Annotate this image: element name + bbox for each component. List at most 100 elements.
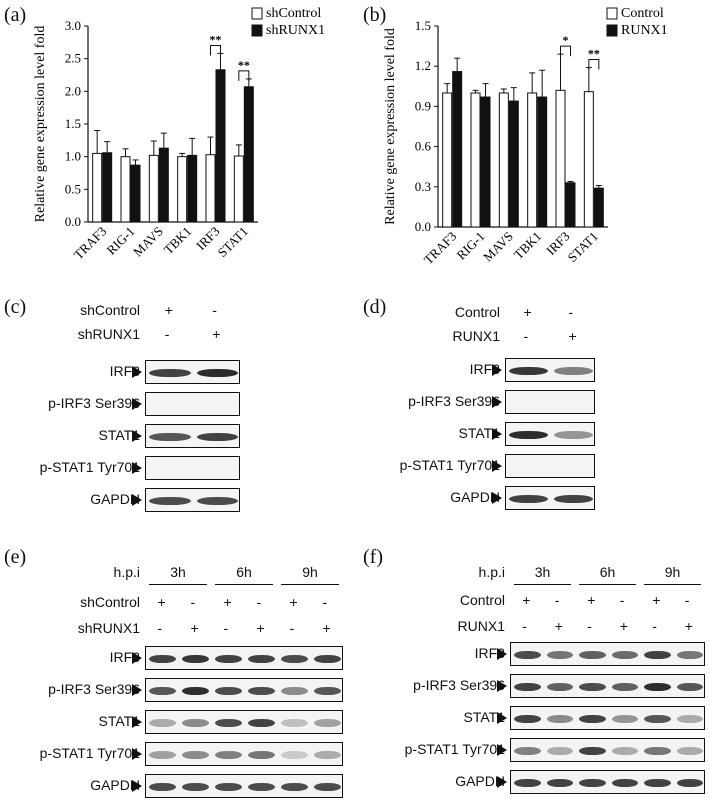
blot-row-label: STAT1: [458, 425, 501, 441]
protein-band: [314, 751, 341, 759]
minus-sign: -: [157, 620, 163, 636]
panel-label-c: (c): [4, 296, 27, 318]
time-underline: [579, 584, 636, 585]
panel-label-f: (f): [363, 546, 383, 568]
band-arrow: [497, 744, 507, 756]
protein-band: [546, 715, 573, 723]
minus-sign: -: [684, 592, 690, 608]
minus-sign: -: [212, 302, 217, 318]
bar: [555, 89, 566, 228]
panel-label-b: (b): [363, 4, 387, 26]
blot-row-label: p-IRF3 Ser396: [408, 393, 500, 409]
bar: [215, 69, 226, 223]
x-tick-label: TBK1: [161, 224, 195, 258]
plus-sign: +: [568, 328, 577, 344]
minus-sign: -: [289, 620, 295, 636]
band-arrow: [132, 780, 142, 792]
significance-bracket: [560, 45, 571, 57]
protein-band: [149, 433, 191, 441]
protein-band: [149, 687, 176, 695]
plus-sign: +: [256, 620, 265, 636]
protein-band: [182, 687, 209, 695]
plus-sign: +: [212, 326, 221, 342]
time-underline: [514, 584, 571, 585]
plus-sign: +: [619, 618, 628, 634]
protein-band: [514, 779, 541, 787]
time-label: 9h: [302, 564, 318, 580]
blot-strip: [510, 738, 705, 762]
condition-label: Control: [459, 592, 505, 608]
blot-row-label: p-IRF3 Ser396: [48, 395, 140, 411]
protein-band: [149, 751, 176, 759]
western-blot-c: shControl + - shRUNX1- + IRF3 p-IRF3 Ser396 STA…: [0, 290, 355, 530]
y-axis-label: Relative gene expression level fold: [33, 26, 48, 223]
significance-label: **: [588, 47, 600, 61]
condition-label: Control: [454, 304, 500, 320]
protein-band: [611, 779, 638, 787]
minus-sign: -: [523, 328, 529, 344]
minus-sign: -: [164, 326, 170, 342]
plus-sign: +: [157, 594, 166, 610]
blot-row-label: p-IRF3 Ser396: [48, 681, 140, 697]
blot-strip: [145, 392, 240, 416]
protein-band: [196, 369, 238, 377]
plus-sign: +: [523, 304, 532, 320]
blot-strip: [145, 646, 343, 670]
plus-sign: +: [289, 594, 298, 610]
time-label: 9h: [664, 564, 681, 580]
protein-band: [215, 719, 242, 727]
blot-row-label: GAPDH: [90, 491, 140, 507]
blot-strip: [145, 742, 343, 766]
band-arrow: [492, 364, 502, 376]
legend-label: RUNX1: [621, 23, 668, 38]
protein-band: [215, 751, 242, 759]
significance-bracket: [588, 59, 600, 70]
protein-band: [514, 683, 541, 691]
protein-band: [281, 719, 308, 727]
protein-band: [215, 783, 242, 791]
plus-sign: +: [522, 592, 531, 608]
condition-label: shControl: [80, 302, 140, 318]
band-arrow: [497, 776, 507, 788]
protein-band: [281, 687, 308, 695]
protein-band: [644, 715, 671, 723]
bar: [452, 71, 463, 228]
protein-band: [554, 367, 593, 375]
blot-strip: [145, 774, 343, 798]
bar: [158, 147, 169, 223]
panel-label-e: (e): [4, 546, 27, 568]
minus-sign: -: [619, 592, 625, 608]
protein-band: [509, 431, 548, 439]
plus-sign: +: [684, 618, 693, 634]
blot-strip: [510, 706, 705, 730]
blot-row-label: p-STAT1 Tyr701: [39, 745, 140, 761]
protein-band: [611, 747, 638, 755]
bar: [442, 92, 453, 228]
minus-sign: -: [190, 594, 196, 610]
panel-label-d: (d): [363, 296, 387, 318]
blot-strip: [145, 488, 240, 512]
blot-strip: [145, 456, 240, 480]
hpi-label: h.p.i: [113, 564, 140, 580]
band-arrow: [132, 652, 142, 664]
bar: [565, 182, 576, 228]
protein-band: [514, 747, 541, 755]
blot-strip: [510, 674, 705, 698]
protein-band: [182, 751, 209, 759]
band-arrow: [132, 462, 142, 474]
protein-band: [579, 747, 606, 755]
blot-row-label: GAPDH: [450, 489, 500, 505]
plus-sign: +: [652, 592, 661, 608]
x-tick-label: TRAF3: [421, 229, 460, 268]
blot-strip: [145, 678, 343, 702]
protein-band: [196, 497, 238, 505]
significance-bracket: [210, 44, 221, 56]
bar: [92, 152, 103, 223]
condition-label: RUNX1: [452, 328, 500, 344]
band-arrow: [497, 680, 507, 692]
band-arrow: [497, 712, 507, 724]
protein-band: [281, 751, 308, 759]
protein-band: [248, 751, 275, 759]
bar: [120, 156, 131, 223]
minus-sign: -: [652, 618, 657, 634]
